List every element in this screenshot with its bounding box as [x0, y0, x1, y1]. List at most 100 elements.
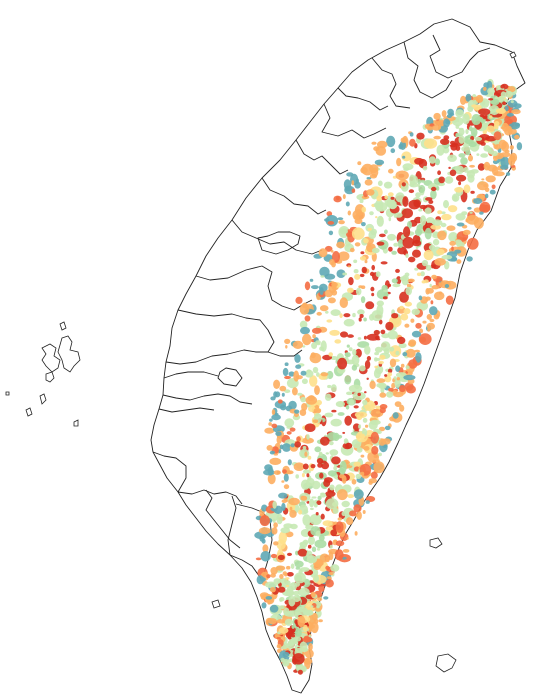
- forest-patch: [344, 375, 352, 385]
- forest-patch: [444, 176, 454, 184]
- forest-patch: [289, 506, 293, 511]
- forest-patch: [315, 512, 319, 516]
- forest-patch: [365, 424, 369, 428]
- forest-patch: [376, 195, 382, 202]
- forest-patch: [383, 181, 393, 189]
- forest-patch: [357, 309, 365, 315]
- forest-patch: [262, 544, 269, 553]
- forest-patch: [429, 306, 438, 316]
- penghu-island: [39, 393, 47, 405]
- forest-patch: [353, 489, 364, 500]
- forest-patch: [390, 196, 395, 200]
- forest-patch: [335, 401, 345, 408]
- forest-patch: [333, 465, 338, 471]
- forest-patch: [326, 211, 333, 217]
- forest-patch: [360, 251, 365, 255]
- forest-patch: [328, 230, 334, 236]
- forest-patch: [279, 605, 285, 610]
- forest-patch: [295, 364, 302, 369]
- forest-patch: [278, 492, 288, 499]
- forest-patch: [304, 658, 311, 670]
- forest-patch: [303, 469, 311, 474]
- forest-patch: [331, 456, 341, 465]
- forest-patch: [325, 579, 334, 588]
- forest-patch: [331, 281, 338, 288]
- forest-patch: [487, 87, 495, 95]
- forest-patch: [405, 286, 413, 296]
- forest-patch: [394, 378, 401, 388]
- forest-patch: [318, 248, 328, 258]
- forest-patch: [419, 204, 428, 210]
- forest-patch: [378, 452, 382, 457]
- forest-patch: [275, 431, 282, 437]
- forest-patch: [319, 553, 330, 563]
- forest-patch: [443, 118, 450, 128]
- forest-patch: [395, 365, 401, 373]
- forest-patch: [371, 445, 379, 455]
- forest-patch: [346, 344, 350, 348]
- forest-patch: [391, 313, 399, 319]
- forest-patch: [273, 453, 278, 456]
- forest-patch: [289, 427, 296, 432]
- forest-patch: [374, 365, 379, 369]
- forest-patch: [468, 126, 473, 132]
- forest-patch: [297, 669, 303, 675]
- forest-patch: [260, 551, 271, 562]
- forest-patch: [364, 345, 371, 355]
- forest-patch: [505, 125, 512, 132]
- forest-patch: [313, 503, 318, 508]
- forest-patch: [320, 340, 327, 352]
- forest-patch: [277, 399, 283, 404]
- forest-patch: [418, 208, 423, 212]
- forest-patch: [278, 627, 289, 634]
- forest-patch: [310, 605, 314, 608]
- forest-patch: [332, 507, 339, 514]
- forest-patch: [352, 349, 357, 356]
- forest-patch: [465, 128, 469, 135]
- forest-patch: [294, 409, 300, 414]
- forest-patch: [402, 163, 414, 171]
- forest-patch: [481, 178, 485, 181]
- forest-patch: [467, 237, 479, 250]
- forest-patch: [377, 180, 383, 187]
- forest-patch: [387, 192, 394, 197]
- forest-patch: [272, 518, 276, 523]
- forest-patch: [325, 565, 330, 571]
- forest-patch: [358, 285, 363, 289]
- forest-patch: [359, 273, 365, 278]
- forest-patch: [370, 471, 378, 479]
- forest-patch: [342, 549, 350, 553]
- forest-patch: [421, 259, 429, 267]
- forest-patch: [301, 378, 308, 385]
- forest-patch: [325, 490, 336, 497]
- forest-patch: [276, 619, 286, 624]
- forest-patch: [278, 531, 287, 545]
- forest-patch: [329, 259, 335, 266]
- forest-patch: [359, 199, 364, 203]
- forest-patch: [362, 399, 368, 406]
- forest-patch: [375, 271, 381, 278]
- forest-patch: [311, 327, 322, 334]
- forest-patch: [294, 441, 302, 448]
- forest-patch: [506, 112, 514, 117]
- forest-patch: [370, 286, 375, 292]
- forest-patch: [397, 239, 404, 249]
- forest-patch: [475, 94, 484, 103]
- forest-patch: [316, 500, 322, 506]
- forest-patch: [313, 574, 320, 583]
- forest-patch: [343, 438, 349, 444]
- forest-patch: [433, 135, 442, 140]
- forest-patch: [356, 511, 362, 520]
- forest-patch: [487, 164, 498, 172]
- forest-patch: [291, 637, 296, 641]
- forest-patch: [299, 567, 310, 572]
- forest-patch: [398, 143, 404, 150]
- forest-patch: [295, 474, 300, 479]
- forest-patch: [436, 144, 445, 156]
- forest-patch: [295, 566, 300, 570]
- forest-patch: [351, 188, 356, 193]
- forest-patch: [431, 186, 437, 192]
- forest-patch: [345, 201, 350, 207]
- forest-patch: [458, 181, 462, 186]
